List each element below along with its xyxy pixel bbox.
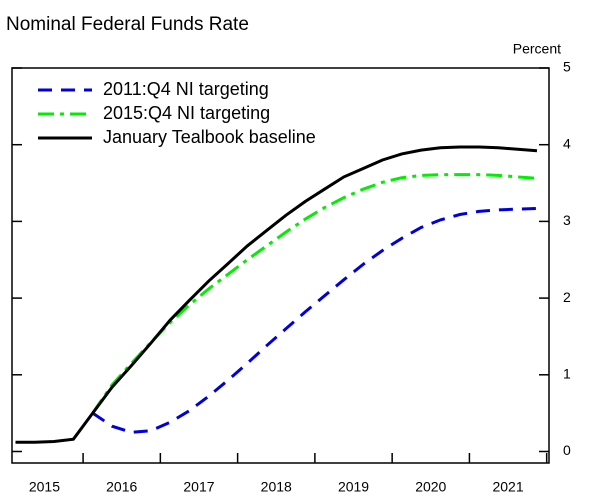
x-tick-label: 2015 <box>29 479 60 495</box>
y-tick-label: 0 <box>563 442 571 458</box>
series-line <box>91 173 538 414</box>
series-line <box>91 206 538 434</box>
x-tick-label: 2021 <box>492 479 523 495</box>
legend-label: 2015:Q4 NI targeting <box>103 103 270 123</box>
x-tick-label: 2017 <box>183 479 214 495</box>
y-axis-label: Percent <box>513 41 561 57</box>
x-tick-label: 2016 <box>106 479 137 495</box>
plot-frame <box>11 67 550 464</box>
chart-title: Nominal Federal Funds Rate <box>6 14 249 35</box>
x-tick-label: 2019 <box>338 479 369 495</box>
series-line <box>15 145 538 444</box>
legend-label: 2011:Q4 NI targeting <box>103 79 269 99</box>
x-tick-label: 2018 <box>261 479 292 495</box>
y-tick-label: 5 <box>563 59 571 75</box>
y-tick-label: 3 <box>563 212 571 228</box>
y-tick-label: 1 <box>563 365 571 381</box>
y-tick-label: 4 <box>563 135 571 151</box>
y-tick-label: 2 <box>563 289 571 305</box>
legend-label: January Tealbook baseline <box>103 127 316 147</box>
x-tick-label: 2020 <box>415 479 446 495</box>
